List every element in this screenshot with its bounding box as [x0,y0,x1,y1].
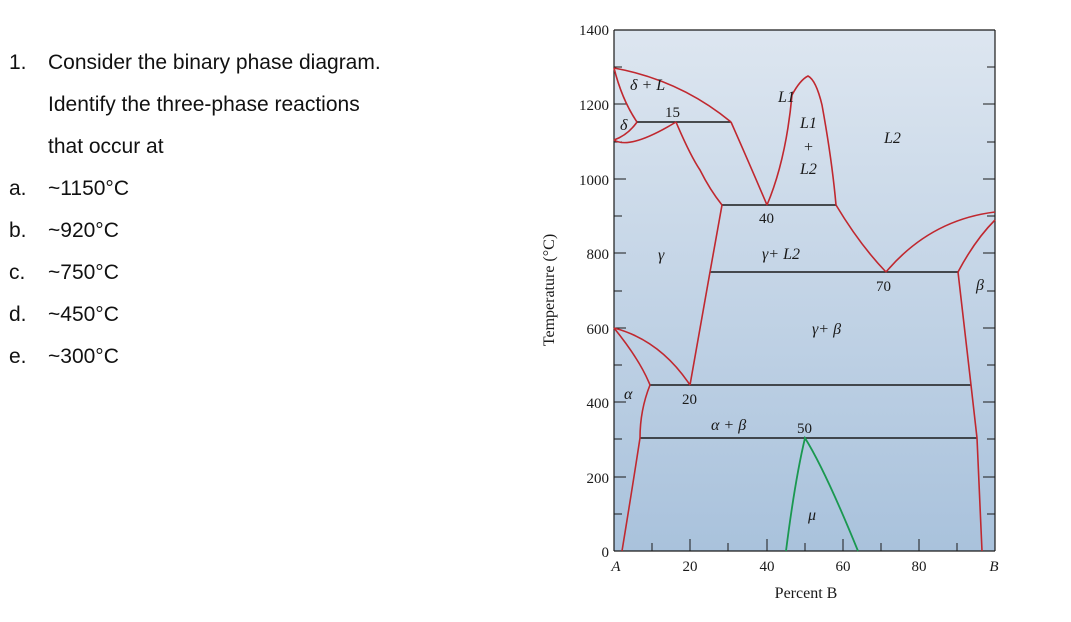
gamma-solvus-right [689,271,711,386]
region-alpha: α [624,386,633,403]
option-d-text: ~450°C [48,303,119,326]
region-l1-top: L1 [777,89,795,106]
option-a-text: ~1150°C [48,177,129,200]
l2-liquidus-left [835,204,887,273]
y-tick-label: 0 [602,545,610,561]
delta-gamma-boundary [613,121,677,144]
region-gamma-plus-l2: γ+ L2 [762,246,800,263]
y-tick-marks [614,29,995,515]
x-axis-title: Percent B [775,585,838,602]
delta-solvus-upper [613,121,638,141]
liquidus-delta [613,67,732,123]
region-beta: β [975,277,984,294]
option-e-text: ~300°C [48,345,119,368]
point-label-40: 40 [759,211,774,227]
alpha-solvus-upper [613,327,651,386]
question-line-3: that occur at [48,135,164,158]
point-label-50: 50 [797,421,812,437]
question-line-1: Consider the binary phase diagram. [48,51,381,74]
question-number: 1. [9,51,27,74]
region-l2-mid: L2 [799,161,817,178]
question-line-2: Identify the three-phase reactions [48,93,360,116]
liquidus-l1-left [730,121,768,206]
region-gamma-plus-beta: γ+ β [812,321,841,338]
option-c-letter: c. [9,261,26,284]
delta-liquidus-solidus [613,67,638,123]
y-tick-label: 400 [587,396,610,412]
phase-boundaries [613,67,996,552]
x-tick-label: A [610,559,621,575]
miscibility-gap [766,75,837,206]
point-label-20: 20 [682,392,697,408]
x-tick-label: 20 [683,559,698,575]
option-d-letter: d. [9,303,27,326]
y-axis-title: Temperature (°C) [541,234,558,346]
isotherms [637,121,977,439]
x-tick-label: 40 [760,559,775,575]
region-mu: μ [807,507,816,524]
region-l1-mid: L1 [799,115,817,132]
y-tick-label: 600 [587,322,610,338]
y-tick-label: 1400 [579,23,609,39]
gamma-liquidus [675,121,723,206]
plot-area [614,30,995,551]
y-tick-label: 1200 [579,98,609,114]
option-a-letter: a. [9,177,27,200]
region-delta-plus-l: δ + L [630,77,665,94]
y-tick-label: 800 [587,247,610,263]
question-panel: 1. Consider the binary phase diagram. Id… [0,0,520,400]
x-tick-label: B [989,559,998,575]
gamma-solvus-right-upper [709,204,723,273]
point-label-15: 15 [665,105,680,121]
beta-solvus [957,271,983,552]
y-tick-label: 1000 [579,173,609,189]
option-c-text: ~750°C [48,261,119,284]
x-tick-marks [651,539,958,551]
point-label-70: 70 [876,279,891,295]
region-alpha-plus-beta: α + β [711,417,746,434]
region-plus: + [804,139,813,156]
mu-phase-boundary [785,435,859,552]
region-gamma: γ [658,247,665,264]
gamma-solvus-left [613,327,691,386]
option-b-text: ~920°C [48,219,119,242]
alpha-solvus-lower [621,384,651,552]
option-b-letter: b. [9,219,27,242]
x-tick-label: 80 [912,559,927,575]
region-l2-right: L2 [883,130,901,147]
option-e-letter: e. [9,345,27,368]
y-tick-label: 200 [587,471,610,487]
l2-liquidus-right [885,211,996,273]
x-tick-label: 60 [836,559,851,575]
beta-solidus [957,219,996,273]
region-delta: δ [620,117,628,134]
